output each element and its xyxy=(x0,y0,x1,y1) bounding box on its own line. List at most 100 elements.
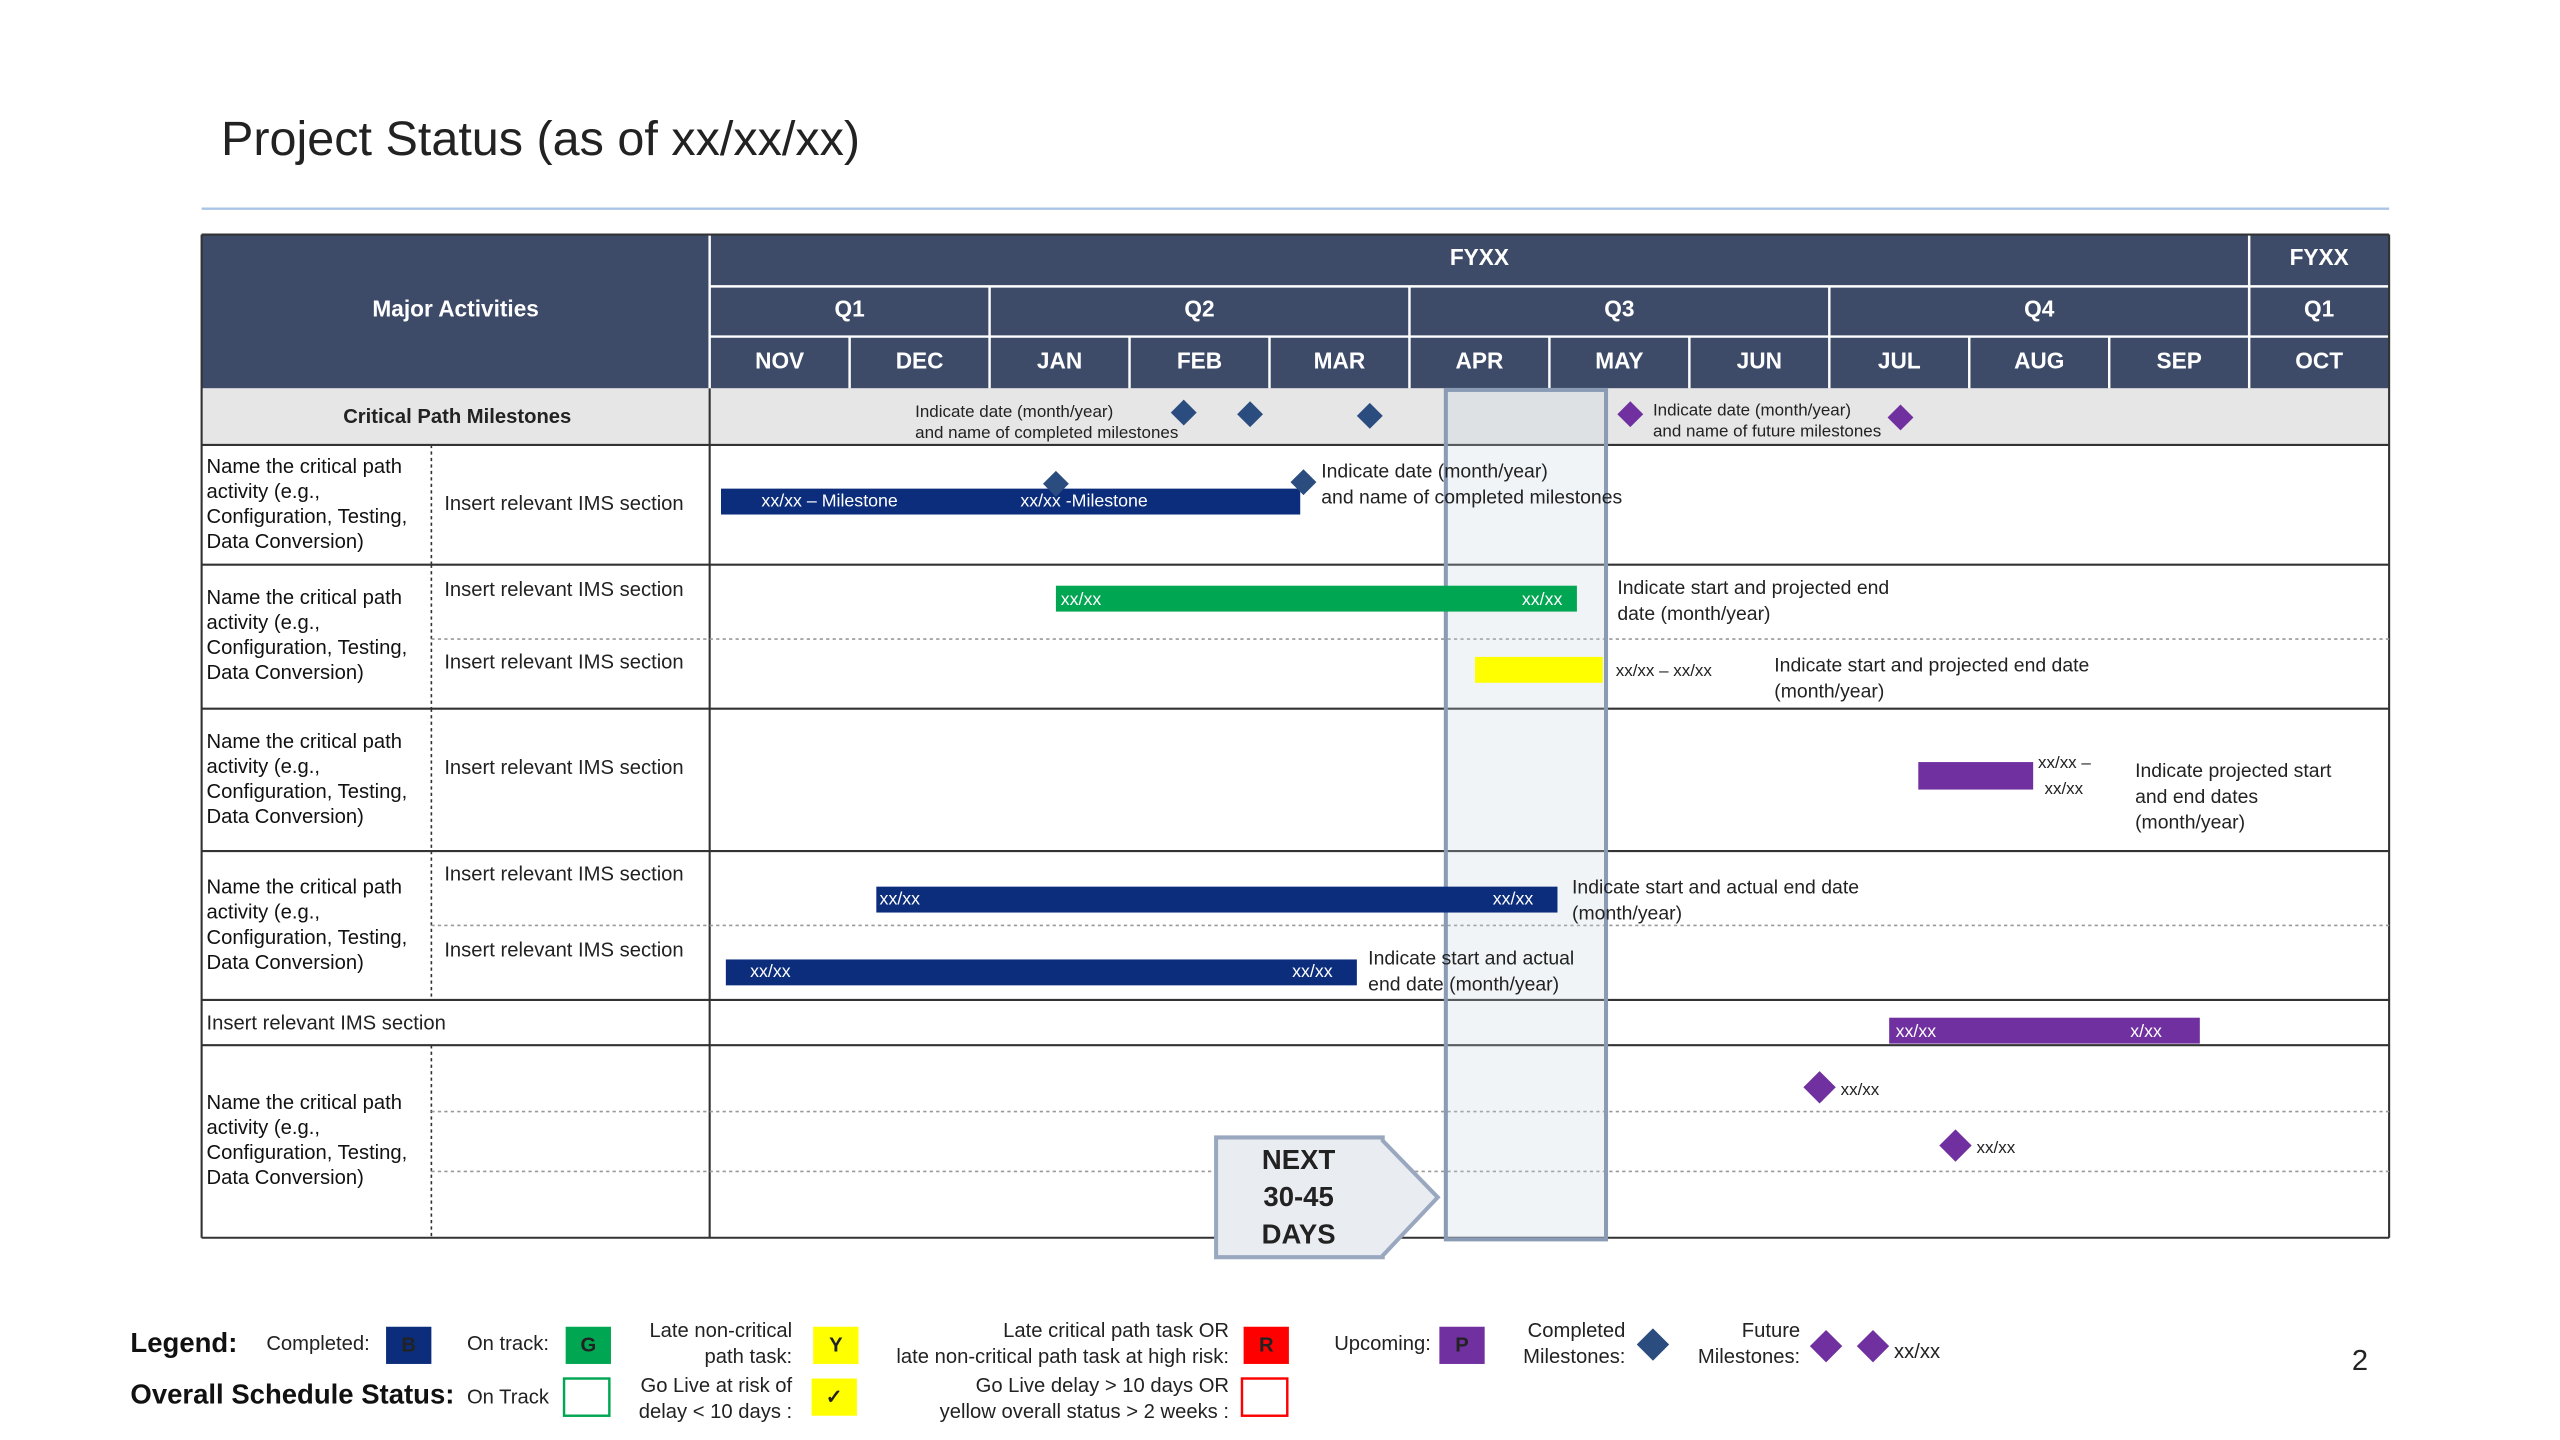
legend-title: Legend: xyxy=(130,1327,237,1358)
month: MAR xyxy=(1314,347,1366,373)
bar-label: x/xx xyxy=(2130,1021,2162,1041)
ims-section: Insert relevant IMS section xyxy=(444,864,683,886)
bar-label: xx/xx -Milestone xyxy=(1020,490,1148,510)
note: and name of future milestones xyxy=(1653,421,1881,440)
legend-code: ✓ xyxy=(826,1386,843,1408)
month: JUN xyxy=(1737,347,1782,373)
note: and name of completed milestones xyxy=(915,423,1178,442)
legend-code: Y xyxy=(829,1335,843,1357)
legend-label: On track: xyxy=(467,1333,549,1355)
completed-bar xyxy=(876,886,1558,913)
note: (month/year) xyxy=(1572,902,1682,924)
legend-swatch xyxy=(386,1326,432,1364)
legend-label: Upcoming: xyxy=(1334,1333,1431,1355)
quarter: Q1 xyxy=(835,296,865,322)
note: Indicate start and projected end date xyxy=(1774,655,2089,677)
legend-swatch xyxy=(565,1326,611,1364)
legend-swatch xyxy=(1240,1377,1289,1417)
fiscal-year: FYXX xyxy=(2290,244,2349,270)
activity: Data Conversion) xyxy=(206,806,363,828)
activity: Name the critical path xyxy=(206,1092,402,1114)
completed-milestone xyxy=(1042,470,1069,497)
activity: Configuration, Testing, xyxy=(206,1142,407,1164)
upcoming-bar xyxy=(1889,1017,2200,1044)
note: Indicate date (month/year) xyxy=(1653,400,1851,419)
callout-text: 30-45 xyxy=(1263,1181,1333,1212)
current-window xyxy=(1443,387,1609,1242)
quarter: Q3 xyxy=(1604,296,1634,322)
month: JAN xyxy=(1037,347,1082,373)
ims-section: Insert relevant IMS section xyxy=(444,940,683,962)
legend-label: Go Live delay > 10 days OR xyxy=(976,1375,1229,1397)
legend-label: Completed xyxy=(1528,1320,1626,1342)
activity: Name the critical path xyxy=(206,587,402,609)
note: and end dates xyxy=(2135,786,2258,808)
month: AUG xyxy=(2014,347,2064,373)
legend-label: Completed: xyxy=(266,1333,369,1355)
legend-label: yellow overall status > 2 weeks : xyxy=(940,1401,1229,1423)
activity: activity (e.g., xyxy=(206,756,319,778)
note: Indicate projected start xyxy=(2135,760,2332,782)
legend-label: Late critical path task OR xyxy=(1003,1320,1229,1342)
bar-label: xx/xx xyxy=(1061,589,1102,609)
activity: Name the critical path xyxy=(206,456,402,478)
month: MAY xyxy=(1595,347,1643,373)
note: (month/year) xyxy=(1774,681,1884,703)
completed-milestone xyxy=(1356,402,1383,429)
legend-label: path task: xyxy=(705,1346,793,1368)
note: Indicate date (month/year) xyxy=(915,402,1113,421)
upcoming-bar xyxy=(1918,762,2034,790)
activity: Configuration, Testing, xyxy=(206,927,407,949)
bar-label: xx/xx – xx/xx xyxy=(1616,661,1713,680)
note: Indicate start and actual xyxy=(1368,948,1574,970)
month: APR xyxy=(1456,347,1504,373)
note: Indicate start and projected end xyxy=(1617,577,1889,599)
legend-swatch xyxy=(811,1378,857,1416)
note: end date (month/year) xyxy=(1368,973,1559,995)
header-bg xyxy=(201,234,2390,389)
activity: Name the critical path xyxy=(206,731,402,753)
month: FEB xyxy=(1177,347,1222,373)
completed-bar xyxy=(725,959,1357,986)
slide-title: Project Status (as of xx/xx/xx) xyxy=(221,112,860,166)
fiscal-year: FYXX xyxy=(1450,244,1509,270)
bar-label: xx/xx – xyxy=(2038,753,2091,772)
ims-section: Insert relevant IMS section xyxy=(444,579,683,601)
note: Indicate start and actual end date xyxy=(1572,876,1859,898)
future-milestone xyxy=(1939,1129,1972,1162)
month: JUL xyxy=(1878,347,1921,373)
legend-label: Go Live at risk of xyxy=(640,1375,792,1397)
callout-text: DAYS xyxy=(1262,1218,1336,1249)
legend-label: delay < 10 days : xyxy=(639,1401,792,1423)
legend-title: Overall Schedule Status: xyxy=(130,1379,454,1410)
completed-bar xyxy=(720,488,1301,515)
callout-text: NEXT xyxy=(1262,1144,1336,1175)
activity: Data Conversion) xyxy=(206,662,363,684)
legend-code: R xyxy=(1259,1335,1274,1357)
month: DEC xyxy=(896,347,944,373)
note: and name of completed milestones xyxy=(1321,486,1622,508)
bar-label: xx/xx xyxy=(1493,888,1534,908)
activity: Configuration, Testing, xyxy=(206,506,407,528)
legend-label: On Track xyxy=(467,1386,550,1408)
bar-label: xx/xx xyxy=(880,888,921,908)
page-number: 2 xyxy=(2352,1345,2368,1377)
activity: activity (e.g., xyxy=(206,902,319,924)
activity: activity (e.g., xyxy=(206,481,319,503)
milestone-row-bg xyxy=(201,388,2390,445)
activity: Configuration, Testing, xyxy=(206,637,407,659)
activity: Configuration, Testing, xyxy=(206,781,407,803)
activity: Data Conversion) xyxy=(206,1167,363,1189)
future-milestone xyxy=(1887,404,1914,431)
quarter: Q2 xyxy=(1184,296,1214,322)
milestone-label: xx/xx xyxy=(1841,1080,1880,1099)
ims-section: Insert relevant IMS section xyxy=(206,1013,445,1035)
legend-swatch xyxy=(1439,1326,1485,1364)
note: Indicate date (month/year) xyxy=(1321,461,1548,483)
note: (month/year) xyxy=(2135,812,2245,834)
quarter: Q4 xyxy=(2024,296,2055,322)
legend-swatch xyxy=(813,1326,859,1364)
legend-label: late non-critical path task at high risk… xyxy=(896,1346,1229,1368)
bar-label: xx/xx xyxy=(1292,961,1333,981)
